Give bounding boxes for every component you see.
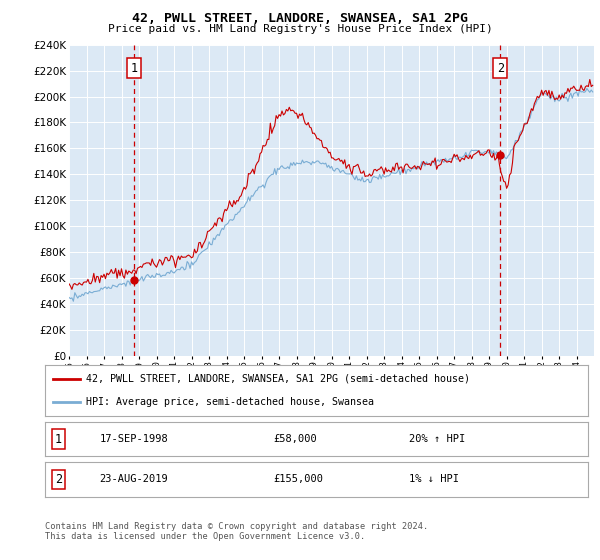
- Text: Price paid vs. HM Land Registry's House Price Index (HPI): Price paid vs. HM Land Registry's House …: [107, 24, 493, 34]
- Text: 2: 2: [497, 62, 504, 74]
- Text: 1: 1: [55, 432, 62, 446]
- Text: £58,000: £58,000: [273, 434, 317, 444]
- Text: 17-SEP-1998: 17-SEP-1998: [100, 434, 168, 444]
- Text: 1% ↓ HPI: 1% ↓ HPI: [409, 474, 459, 484]
- Text: 42, PWLL STREET, LANDORE, SWANSEA, SA1 2PG (semi-detached house): 42, PWLL STREET, LANDORE, SWANSEA, SA1 2…: [86, 374, 470, 384]
- Text: £155,000: £155,000: [273, 474, 323, 484]
- Text: 2: 2: [55, 473, 62, 486]
- Text: 42, PWLL STREET, LANDORE, SWANSEA, SA1 2PG: 42, PWLL STREET, LANDORE, SWANSEA, SA1 2…: [132, 12, 468, 25]
- Text: 1: 1: [130, 62, 137, 74]
- Text: 23-AUG-2019: 23-AUG-2019: [100, 474, 168, 484]
- Text: 20% ↑ HPI: 20% ↑ HPI: [409, 434, 465, 444]
- Text: HPI: Average price, semi-detached house, Swansea: HPI: Average price, semi-detached house,…: [86, 397, 374, 407]
- Text: Contains HM Land Registry data © Crown copyright and database right 2024.
This d: Contains HM Land Registry data © Crown c…: [45, 522, 428, 542]
